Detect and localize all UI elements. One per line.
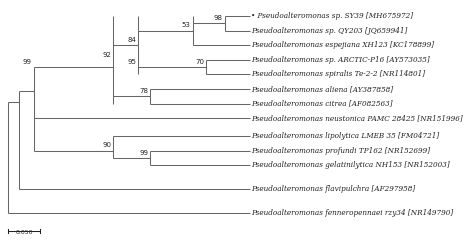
Text: Pseudoalteromonas neustonica PAMC 28425 [NR151996]: Pseudoalteromonas neustonica PAMC 28425 …	[252, 114, 463, 122]
Text: Pseudoalteromonas sp. QY203 [JQ659941]: Pseudoalteromonas sp. QY203 [JQ659941]	[252, 27, 408, 35]
Text: 78: 78	[139, 88, 148, 94]
Text: 98: 98	[214, 15, 223, 21]
Text: Pseudoalteromonas fenneropennaei rzy34 [NR149790]: Pseudoalteromonas fenneropennaei rzy34 […	[252, 209, 454, 217]
Text: 70: 70	[195, 59, 204, 65]
Text: Pseudoalteromonas lipolytica LMEB 35 [FM04721]: Pseudoalteromonas lipolytica LMEB 35 [FM…	[252, 132, 440, 140]
Text: Pseudoalteromonas gelatinilytica NH153 [NR152003]: Pseudoalteromonas gelatinilytica NH153 […	[252, 161, 450, 169]
Text: 99: 99	[23, 59, 32, 65]
Text: • Pseudoalteromonas sp. SY39 [MH675972]: • Pseudoalteromonas sp. SY39 [MH675972]	[252, 12, 414, 20]
Text: Pseudoalteromonas citrea [AF082563]: Pseudoalteromonas citrea [AF082563]	[252, 100, 393, 108]
Text: 90: 90	[102, 142, 111, 148]
Text: Pseudoalteromonas sp. ARCTIC-P16 [AY573035]: Pseudoalteromonas sp. ARCTIC-P16 [AY5730…	[252, 56, 430, 64]
Text: 99: 99	[139, 150, 148, 156]
Text: 0.050: 0.050	[15, 230, 33, 235]
Text: 92: 92	[102, 52, 111, 58]
Text: 53: 53	[182, 22, 191, 29]
Text: Pseudoalteromonas aliena [AY387858]: Pseudoalteromonas aliena [AY387858]	[252, 85, 393, 93]
Text: Pseudoalteromonas flavipulchra [AF297958]: Pseudoalteromonas flavipulchra [AF297958…	[252, 184, 416, 193]
Text: 84: 84	[127, 37, 136, 43]
Text: Pseudoalteromonas profundi TP162 [NR152699]: Pseudoalteromonas profundi TP162 [NR1526…	[252, 146, 430, 154]
Text: Pseudoalteromonas espejiana XH123 [KC178899]: Pseudoalteromonas espejiana XH123 [KC178…	[252, 41, 435, 49]
Text: 95: 95	[127, 59, 136, 65]
Text: Pseudoalteromonas spiralis Te-2-2 [NR114801]: Pseudoalteromonas spiralis Te-2-2 [NR114…	[252, 71, 426, 79]
